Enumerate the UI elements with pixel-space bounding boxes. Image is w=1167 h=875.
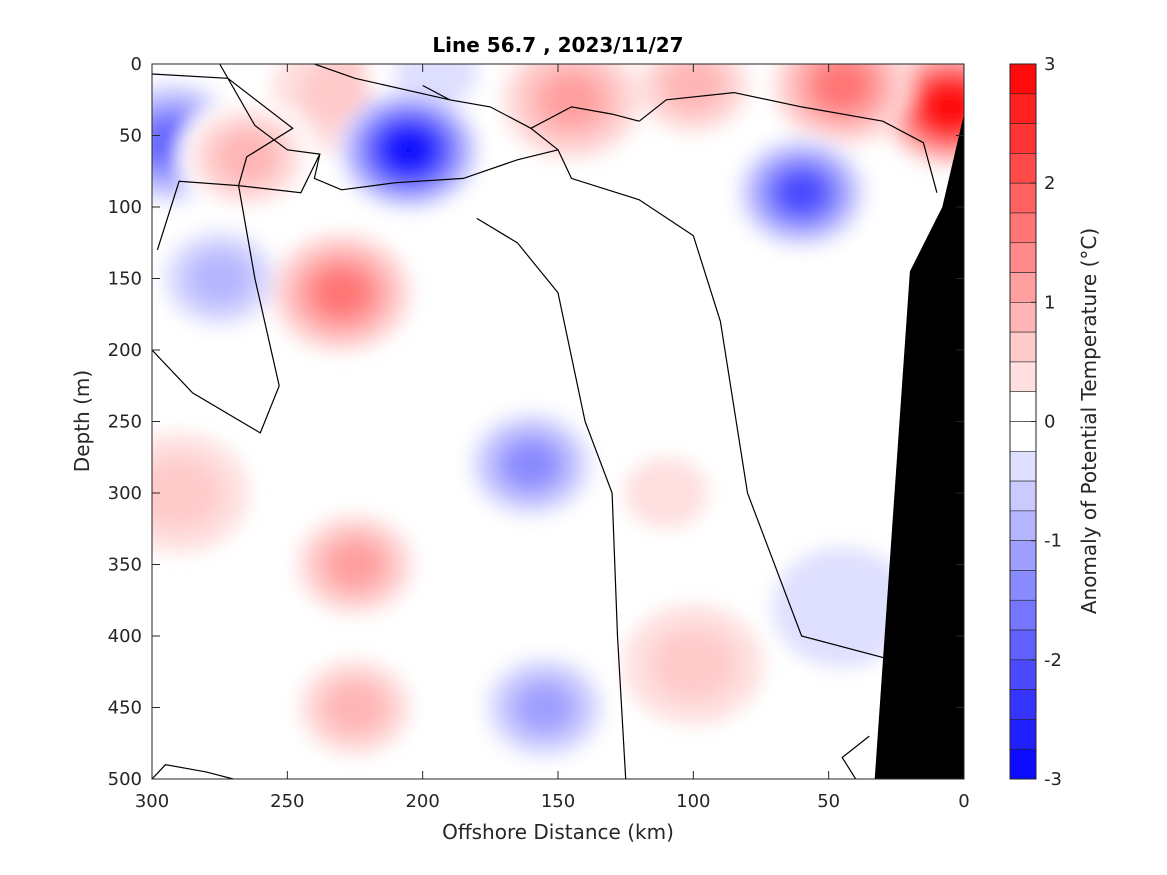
colorbar-segment — [1009, 182, 1037, 214]
colorbar-tick-label: 0 — [1044, 412, 1055, 433]
x-tick-label: 50 — [817, 791, 840, 812]
y-tick-label: 500 — [108, 769, 142, 790]
chart-title: Line 56.7 , 2023/11/27 — [432, 33, 683, 57]
y-tick-label: 400 — [108, 626, 142, 647]
anomaly-patch — [519, 685, 570, 730]
zero-contour — [152, 764, 234, 779]
x-axis: 300 250 200 150 100 50 0 — [135, 64, 970, 812]
y-tick-label: 100 — [108, 197, 142, 218]
zero-contour — [530, 106, 640, 129]
zero-contour — [476, 217, 627, 779]
colorbar-tick-label: 3 — [1044, 54, 1055, 75]
zero-contour — [841, 735, 870, 779]
y-tick-label: 50 — [119, 126, 142, 147]
colorbar-tick-label: -1 — [1044, 531, 1062, 552]
anomaly-patch — [152, 457, 222, 529]
colorbar-segment — [1009, 510, 1037, 541]
colorbar-segment — [1009, 391, 1037, 422]
anomaly-patch — [390, 133, 429, 167]
x-tick-label: 150 — [541, 791, 575, 812]
zero-contour — [313, 84, 560, 191]
anomaly-patch — [543, 75, 600, 124]
x-axis-label: Offshore Distance (km) — [442, 820, 674, 844]
colorbar-segment — [1009, 659, 1037, 690]
y-tick-label: 250 — [108, 412, 142, 433]
colorbar-segment — [1009, 212, 1037, 244]
y-tick-label: 0 — [131, 54, 142, 75]
zero-contour-lines — [152, 64, 938, 779]
y-axis: 0 50 100 150 200 250 300 350 400 450 500 — [108, 54, 964, 790]
colorbar-segment — [1009, 719, 1037, 750]
colorbar-segment — [1009, 540, 1037, 571]
anomaly-patch — [781, 175, 822, 211]
y-axis-label: Depth (m) — [70, 370, 94, 472]
colorbar-segment — [1009, 570, 1037, 601]
anomaly-patch — [507, 444, 555, 485]
anomaly-patch — [931, 90, 964, 123]
x-tick-label: 250 — [270, 791, 304, 812]
colorbar-segment — [1009, 272, 1037, 303]
colorbar-segment — [1009, 302, 1037, 333]
colorbar: 3 2 1 0 -1 -2 -3 — [1009, 54, 1062, 790]
anomaly-patch — [327, 683, 383, 732]
plot-area — [152, 64, 964, 779]
colorbar-segment — [1009, 93, 1037, 124]
colorbar-segment — [1009, 123, 1037, 154]
colorbar-tick-label: 1 — [1044, 292, 1055, 313]
x-tick-label: 0 — [958, 791, 969, 812]
zero-contour — [638, 91, 938, 193]
anomaly-patch — [651, 628, 736, 701]
x-tick-label: 300 — [135, 791, 169, 812]
zero-contour — [219, 64, 321, 194]
colorbar-segment — [1009, 629, 1037, 661]
y-tick-label: 300 — [108, 483, 142, 504]
anomaly-field — [152, 64, 964, 768]
zero-contour — [557, 149, 938, 694]
colorbar-segment — [1009, 153, 1037, 184]
colorbar-segment — [1009, 689, 1037, 720]
colorbar-segment — [1009, 599, 1037, 631]
y-tick-label: 200 — [108, 340, 142, 361]
x-tick-label: 100 — [676, 791, 710, 812]
colorbar-tick-label: -3 — [1044, 769, 1062, 790]
anomaly-patch — [329, 542, 381, 587]
x-tick-label: 200 — [405, 791, 439, 812]
y-tick-label: 450 — [108, 698, 142, 719]
anomaly-patch — [318, 272, 365, 313]
colorbar-tick-label: 2 — [1044, 173, 1055, 194]
colorbar-label: Anomaly of Potential Temperature (°C) — [1077, 228, 1101, 614]
colorbar-segment — [1009, 331, 1037, 363]
colorbar-segment — [1009, 480, 1037, 512]
anomaly-patch — [624, 457, 709, 529]
colorbar-segment — [1009, 63, 1037, 95]
land-mask — [874, 114, 964, 779]
anomaly-patch — [818, 65, 866, 106]
colorbar-segment — [1009, 450, 1037, 482]
colorbar-segment — [1009, 242, 1037, 273]
colorbar-tick-label: -2 — [1044, 650, 1062, 671]
zero-contour — [314, 64, 450, 101]
y-tick-label: 150 — [108, 269, 142, 290]
zero-contour — [152, 185, 280, 434]
colorbar-segment — [1009, 421, 1037, 452]
colorbar-segment — [1009, 361, 1037, 393]
y-tick-label: 350 — [108, 555, 142, 576]
anomaly-patch — [191, 254, 248, 303]
colorbar-segment — [1009, 748, 1037, 780]
